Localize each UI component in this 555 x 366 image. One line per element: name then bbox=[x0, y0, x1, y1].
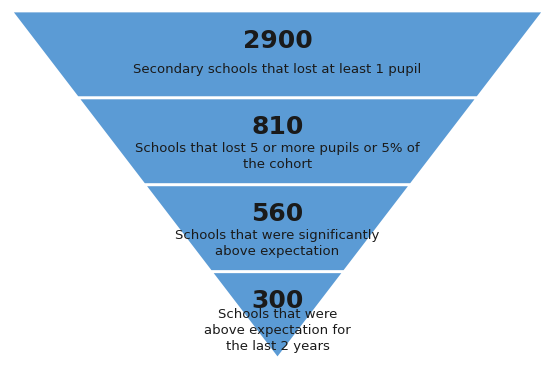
Polygon shape bbox=[144, 185, 411, 272]
Text: 810: 810 bbox=[251, 115, 304, 139]
Text: 560: 560 bbox=[251, 202, 304, 227]
Polygon shape bbox=[211, 272, 344, 359]
Text: Schools that were
above expectation for
the last 2 years: Schools that were above expectation for … bbox=[204, 308, 351, 353]
Polygon shape bbox=[11, 11, 544, 98]
Polygon shape bbox=[78, 98, 477, 185]
Text: Secondary schools that lost at least 1 pupil: Secondary schools that lost at least 1 p… bbox=[133, 63, 422, 76]
Text: Schools that were significantly
above expectation: Schools that were significantly above ex… bbox=[175, 229, 380, 258]
Text: 300: 300 bbox=[251, 289, 304, 313]
Text: Schools that lost 5 or more pupils or 5% of
the cohort: Schools that lost 5 or more pupils or 5%… bbox=[135, 142, 420, 171]
Text: 2900: 2900 bbox=[243, 29, 312, 53]
